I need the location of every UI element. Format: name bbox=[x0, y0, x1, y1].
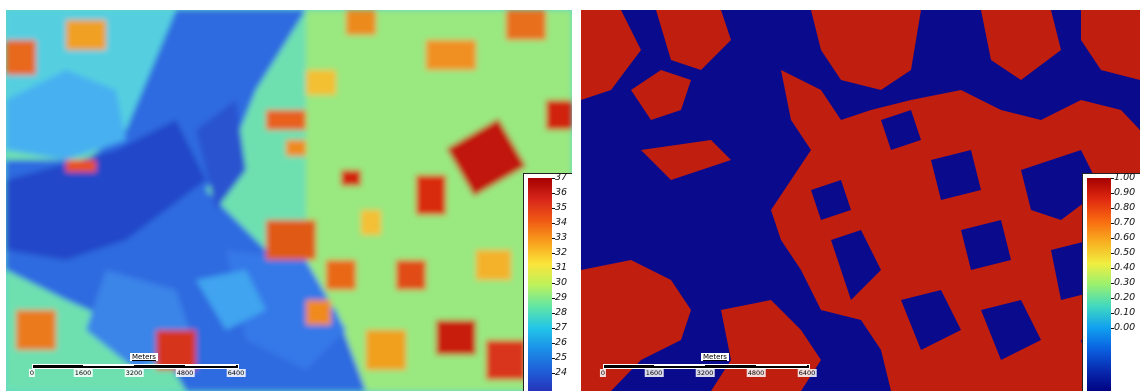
legend-label: 0.50 bbox=[1114, 247, 1136, 258]
legend-tick bbox=[1111, 208, 1114, 209]
legend-tick bbox=[552, 283, 555, 284]
legend-label: 0.20 bbox=[1114, 292, 1136, 303]
legend-tick bbox=[552, 193, 555, 194]
legend-tick bbox=[1111, 328, 1114, 329]
legend-label: 29 bbox=[555, 292, 568, 303]
legend-tick bbox=[552, 328, 555, 329]
legend-tick bbox=[552, 178, 555, 179]
classification-raster bbox=[581, 10, 1140, 391]
legend-tick bbox=[552, 343, 555, 344]
legend-label: 26 bbox=[555, 337, 568, 348]
temperature-colorbar bbox=[528, 178, 552, 391]
scale-tick: 4800 bbox=[175, 369, 195, 377]
classification-legend: 1.00 0.90 0.80 0.70 0.60 0.50 0.40 0.30 0.20 0.10… bbox=[1082, 173, 1140, 391]
legend-tick bbox=[1111, 223, 1114, 224]
legend-label: 0.60 bbox=[1114, 232, 1136, 243]
scale-tick: 6400 bbox=[797, 369, 817, 377]
scale-bar: Meters 0 1600 3200 4800 6400 bbox=[599, 353, 817, 377]
legend-label: 36 bbox=[555, 187, 568, 198]
legend-tick bbox=[552, 223, 555, 224]
classification-colorbar bbox=[1087, 178, 1111, 391]
legend-label: 1.00 bbox=[1114, 172, 1136, 183]
legend-tick bbox=[552, 268, 555, 269]
legend-label: 31 bbox=[555, 262, 568, 273]
legend-label: 0.40 bbox=[1114, 262, 1136, 273]
legend-label: 0.10 bbox=[1114, 307, 1136, 318]
legend-label: 0.30 bbox=[1114, 277, 1136, 288]
high-class-areas bbox=[581, 10, 1140, 391]
scale-tick: 0 bbox=[599, 369, 607, 377]
legend-label: 0.00 bbox=[1114, 322, 1136, 333]
legend-label: 0.80 bbox=[1114, 202, 1136, 213]
legend-label: 0.70 bbox=[1114, 217, 1136, 228]
legend-label: 32 bbox=[555, 247, 568, 258]
scale-tick: 3200 bbox=[124, 369, 144, 377]
temperature-legend: 37 36 35 34 33 32 31 30 29 28 27 26 25 24 bbox=[523, 173, 572, 391]
legend-label: 33 bbox=[555, 232, 568, 243]
legend-tick bbox=[1111, 178, 1114, 179]
legend-tick bbox=[1111, 313, 1114, 314]
classification-map-panel: Meters 0 1600 3200 4800 6400 1.00 0.90 0.8… bbox=[581, 10, 1140, 391]
legend-tick bbox=[552, 253, 555, 254]
legend-label: 28 bbox=[555, 307, 568, 318]
legend-label: 35 bbox=[555, 202, 568, 213]
legend-tick bbox=[552, 358, 555, 359]
legend-tick bbox=[1111, 238, 1114, 239]
temperature-map-panel: Meters 0 1600 3200 4800 6400 37 36 35 34 33 3… bbox=[6, 10, 572, 391]
legend-tick bbox=[1111, 268, 1114, 269]
legend-tick bbox=[1111, 283, 1114, 284]
scale-tick: 1600 bbox=[73, 369, 93, 377]
legend-tick bbox=[552, 313, 555, 314]
scale-tick: 0 bbox=[28, 369, 36, 377]
scale-tick: 6400 bbox=[226, 369, 246, 377]
legend-tick bbox=[1111, 298, 1114, 299]
legend-label: 0.90 bbox=[1114, 187, 1136, 198]
scale-bar-line bbox=[32, 364, 239, 369]
legend-tick bbox=[1111, 253, 1114, 254]
legend-tick bbox=[552, 373, 555, 374]
scale-bar-title: Meters bbox=[701, 353, 729, 361]
legend-tick bbox=[1111, 193, 1114, 194]
legend-tick bbox=[552, 298, 555, 299]
legend-label: 27 bbox=[555, 322, 568, 333]
scale-tick: 4800 bbox=[746, 369, 766, 377]
scale-tick: 3200 bbox=[695, 369, 715, 377]
legend-label: 34 bbox=[555, 217, 568, 228]
scale-bar-title: Meters bbox=[130, 353, 158, 361]
legend-tick bbox=[552, 208, 555, 209]
legend-label: 25 bbox=[555, 352, 568, 363]
legend-label: 37 bbox=[555, 172, 568, 183]
legend-label: 30 bbox=[555, 277, 568, 288]
scale-tick: 1600 bbox=[644, 369, 664, 377]
scale-bar: Meters 0 1600 3200 4800 6400 bbox=[28, 353, 246, 377]
legend-label: 24 bbox=[555, 367, 568, 378]
temperature-raster bbox=[6, 10, 572, 391]
scale-bar-line bbox=[603, 364, 810, 369]
legend-tick bbox=[552, 238, 555, 239]
